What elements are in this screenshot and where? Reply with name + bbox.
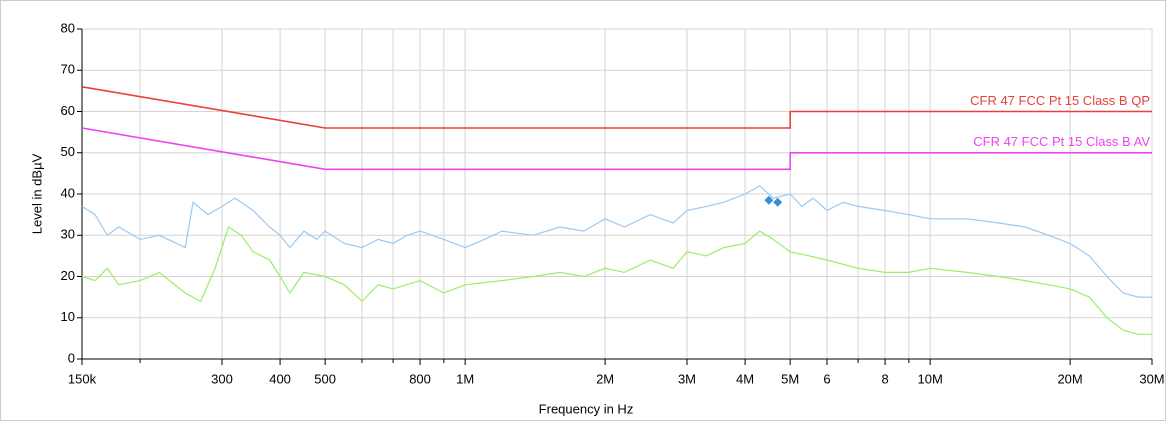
x-tick-label: 6	[823, 371, 830, 386]
x-tick-label: 400	[269, 371, 291, 386]
limit-line	[81, 86, 1152, 129]
legend-label: CFR 47 FCC Pt 15 Class B QP	[970, 93, 1150, 108]
x-tick-label: 4M	[736, 371, 754, 386]
x-tick-label: 10M	[917, 371, 942, 386]
y-tick-label: 60	[61, 103, 75, 118]
y-tick-label: 30	[61, 227, 75, 242]
y-tick-label: 80	[61, 20, 75, 35]
x-tick-label: 20M	[1057, 371, 1082, 386]
y-axis-title: Level in dBµV	[29, 153, 44, 234]
x-axis-title: Frequency in Hz	[539, 401, 634, 416]
x-tick-label: 8	[881, 371, 888, 386]
x-tick-label: 300	[211, 371, 233, 386]
trace	[81, 226, 1152, 335]
x-tick-label: 30M	[1139, 371, 1164, 386]
y-tick-label: 20	[61, 268, 75, 283]
x-tick-label: 1M	[456, 371, 474, 386]
x-tick-label: 5M	[781, 371, 799, 386]
x-tick-label: 150k	[68, 371, 97, 386]
y-tick-label: 0	[68, 350, 75, 365]
legend-label: CFR 47 FCC Pt 15 Class B AV	[973, 134, 1150, 149]
x-tick-label: 800	[409, 371, 431, 386]
trace	[81, 185, 1152, 298]
x-tick-label: 3M	[678, 371, 696, 386]
y-tick-label: 50	[61, 144, 75, 159]
x-tick-label: 2M	[596, 371, 614, 386]
limit-line	[81, 127, 1152, 171]
marker	[764, 195, 774, 205]
marker	[773, 197, 783, 207]
y-tick-label: 10	[61, 309, 75, 324]
y-tick-label: 70	[61, 62, 75, 77]
x-tick-label: 500	[314, 371, 336, 386]
y-tick-label: 40	[61, 185, 75, 200]
